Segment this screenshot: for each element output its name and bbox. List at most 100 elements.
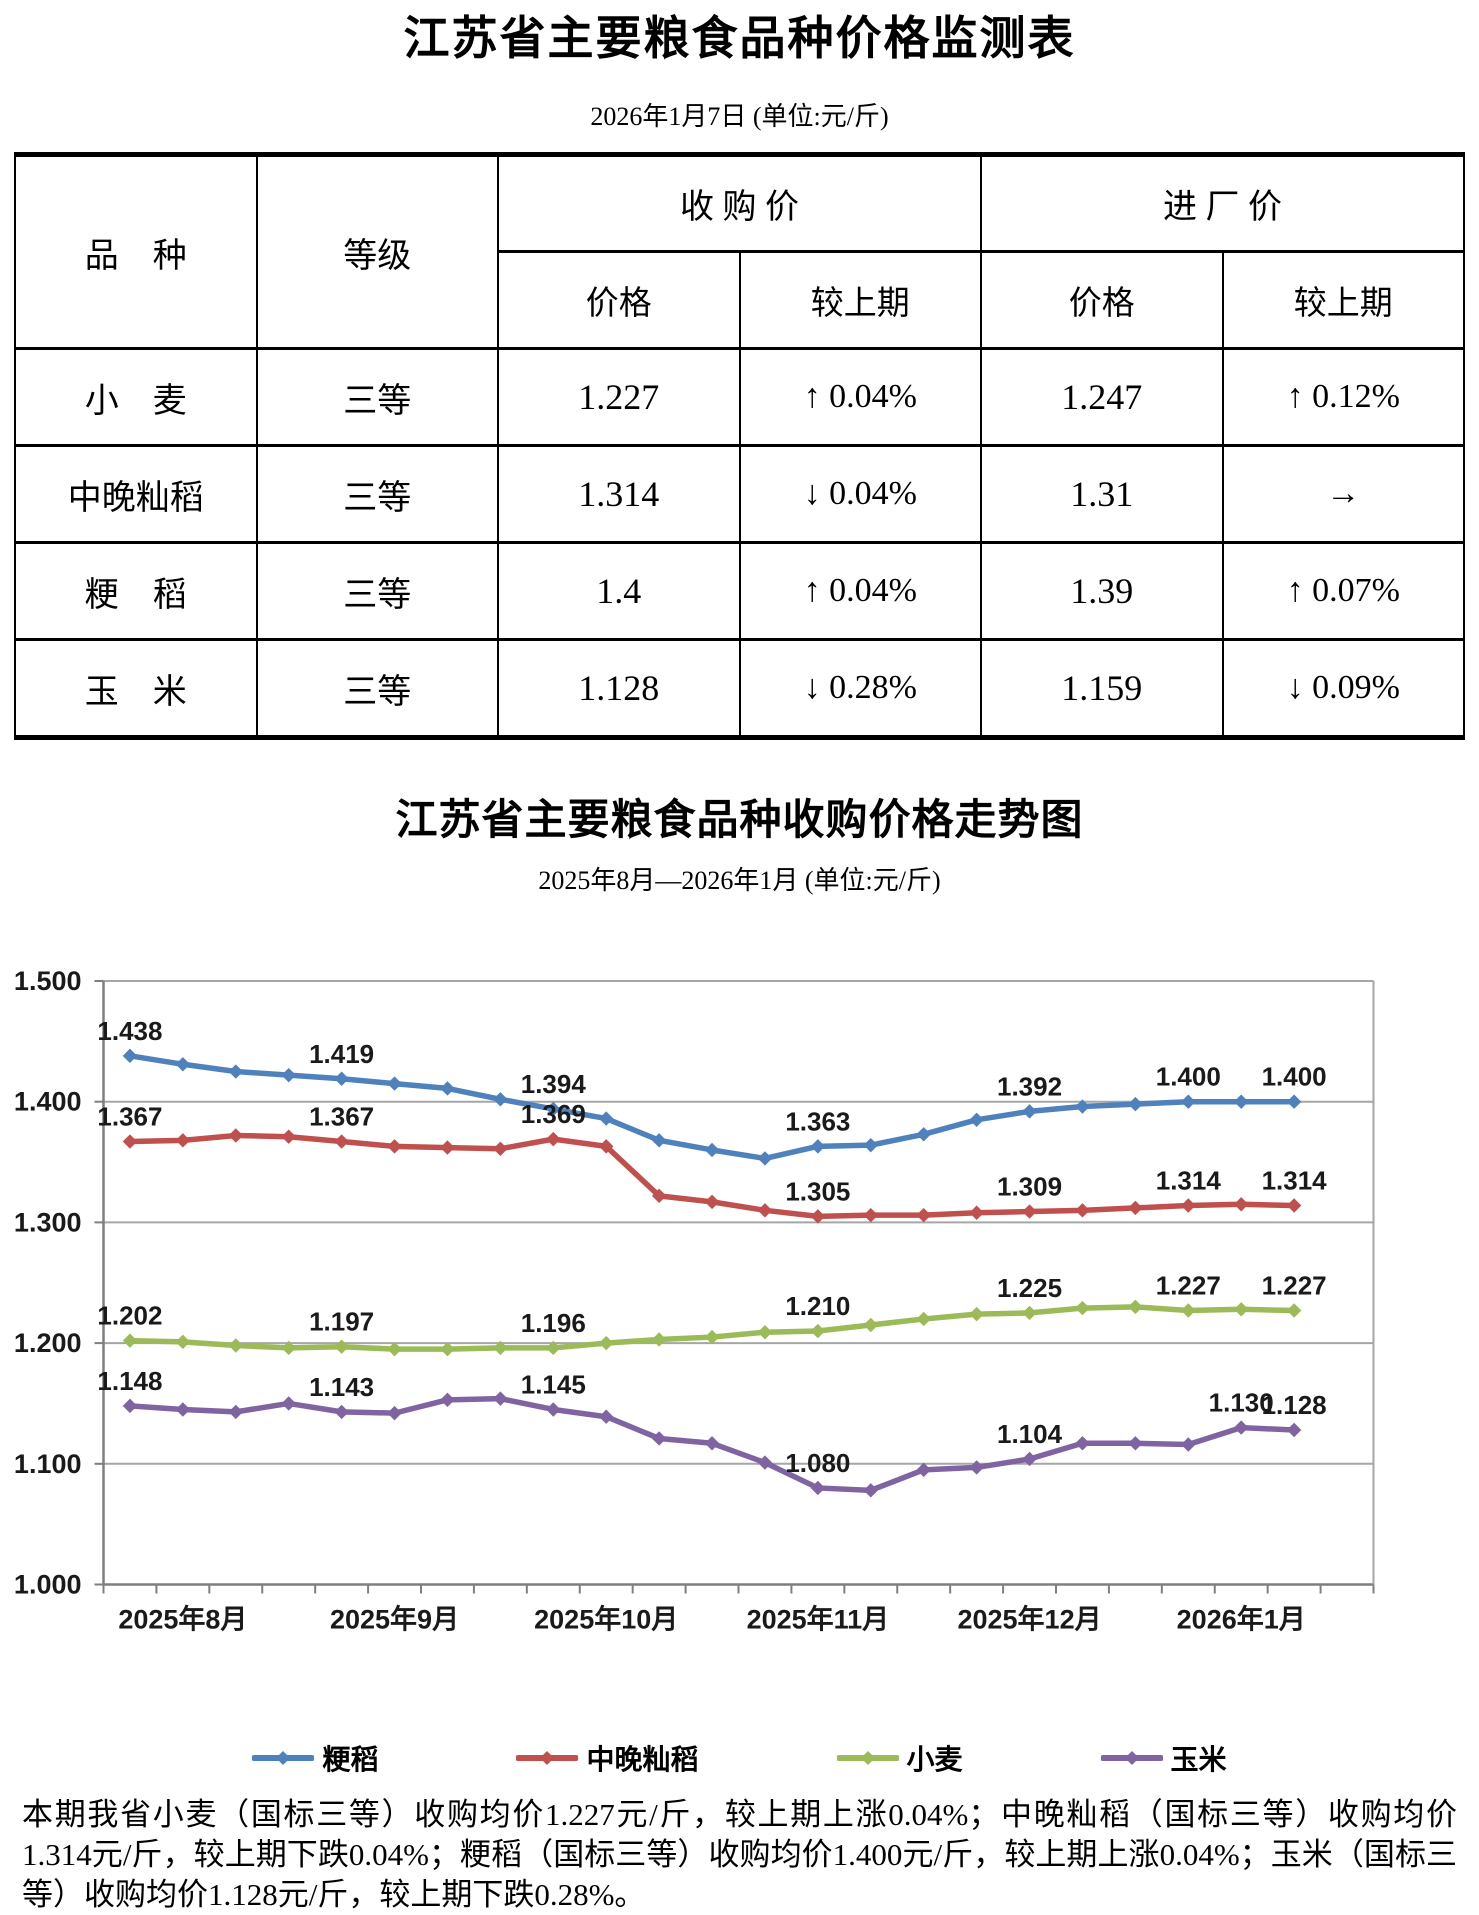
cell-grade: 三等 bbox=[257, 640, 499, 738]
data-point-marker bbox=[123, 1135, 136, 1148]
data-point-marker bbox=[123, 1334, 136, 1347]
data-point-label: 1.369 bbox=[521, 1099, 586, 1129]
cell-factory-price: 1.159 bbox=[981, 640, 1223, 738]
data-point-marker bbox=[282, 1397, 295, 1410]
legend-item-jingdao: 粳稻 bbox=[252, 1738, 378, 1778]
data-point-marker bbox=[335, 1072, 348, 1085]
col-header-purchase-price: 价格 bbox=[498, 252, 740, 349]
data-point-marker bbox=[123, 1049, 136, 1062]
data-point-marker bbox=[1235, 1095, 1248, 1108]
data-point-label: 1.197 bbox=[309, 1307, 374, 1337]
chart-subtitle: 2025年8月—2026年1月 (单位:元/斤) bbox=[0, 866, 1479, 896]
cell-grade: 三等 bbox=[257, 349, 499, 446]
legend-marker-jingdao bbox=[252, 1748, 314, 1768]
data-point-marker bbox=[1129, 1201, 1142, 1214]
cell-purchase-change: ↑ 0.04% bbox=[740, 349, 982, 446]
data-point-marker bbox=[441, 1393, 454, 1406]
cell-factory-change: ↑ 0.07% bbox=[1223, 543, 1465, 640]
data-point-label: 1.367 bbox=[309, 1102, 374, 1132]
data-point-marker bbox=[388, 1343, 401, 1356]
cell-variety: 小 麦 bbox=[15, 349, 257, 446]
cell-variety: 玉 米 bbox=[15, 640, 257, 738]
data-point-label: 1.314 bbox=[1262, 1166, 1328, 1196]
table-row: 玉 米三等1.128↓ 0.28%1.159↓ 0.09% bbox=[15, 640, 1464, 738]
data-point-marker bbox=[600, 1337, 613, 1350]
data-point-marker bbox=[547, 1133, 560, 1146]
table-title: 江苏省主要粮食品种价格监测表 bbox=[0, 0, 1479, 64]
data-point-marker bbox=[282, 1130, 295, 1143]
data-point-label: 1.143 bbox=[309, 1372, 374, 1402]
data-point-marker bbox=[1182, 1438, 1195, 1451]
data-point-label: 1.305 bbox=[785, 1176, 850, 1206]
cell-purchase-price: 1.128 bbox=[498, 640, 740, 738]
data-point-label: 1.148 bbox=[97, 1366, 162, 1396]
data-point-label: 1.196 bbox=[521, 1308, 586, 1338]
col-group-factory-price: 进 厂 价 bbox=[981, 155, 1464, 252]
data-point-marker bbox=[229, 1405, 242, 1418]
data-point-marker bbox=[229, 1339, 242, 1352]
cell-factory-price: 1.247 bbox=[981, 349, 1223, 446]
x-month-label: 2025年12月 bbox=[957, 1604, 1101, 1635]
data-point-marker bbox=[494, 1142, 507, 1155]
legend-label-xiaomai: 小麦 bbox=[907, 1738, 963, 1778]
data-point-marker bbox=[176, 1403, 189, 1416]
data-point-marker bbox=[1076, 1204, 1089, 1217]
y-tick-label: 1.400 bbox=[14, 1087, 82, 1117]
series-zhongwanxiandao: 1.3671.3671.3691.3051.3091.3141.314 bbox=[97, 1099, 1327, 1223]
table-row: 中晚籼稻三等1.314↓ 0.04%1.31→ bbox=[15, 446, 1464, 543]
y-tick-label: 1.200 bbox=[14, 1328, 82, 1358]
cell-purchase-change: ↓ 0.28% bbox=[740, 640, 982, 738]
cell-purchase-price: 1.4 bbox=[498, 543, 740, 640]
data-point-marker bbox=[1182, 1199, 1195, 1212]
y-tick-label: 1.500 bbox=[14, 966, 82, 996]
data-point-marker bbox=[176, 1134, 189, 1147]
cell-purchase-change: ↑ 0.04% bbox=[740, 543, 982, 640]
price-trend-chart-area: 1.5001.4001.3001.2001.1001.0002025年8月202… bbox=[0, 934, 1479, 1679]
data-point-label: 1.367 bbox=[97, 1102, 162, 1132]
data-point-marker bbox=[1129, 1098, 1142, 1111]
col-header-grade: 等级 bbox=[257, 155, 499, 349]
data-point-marker bbox=[917, 1128, 930, 1141]
table-row: 小 麦三等1.227↑ 0.04%1.247↑ 0.12% bbox=[15, 349, 1464, 446]
data-point-label: 1.392 bbox=[997, 1071, 1062, 1101]
cell-factory-price: 1.39 bbox=[981, 543, 1223, 640]
data-point-marker bbox=[176, 1335, 189, 1348]
data-point-marker bbox=[1235, 1421, 1248, 1434]
data-point-marker bbox=[1023, 1205, 1036, 1218]
data-point-marker bbox=[1182, 1304, 1195, 1317]
data-point-marker bbox=[811, 1325, 824, 1338]
data-point-marker bbox=[917, 1312, 930, 1325]
x-month-label: 2025年8月 bbox=[118, 1604, 247, 1635]
data-point-marker bbox=[1235, 1303, 1248, 1316]
table-date-unit: 2026年1月7日 (单位:元/斤) bbox=[0, 102, 1479, 132]
data-point-marker bbox=[811, 1210, 824, 1223]
y-tick-label: 1.300 bbox=[14, 1207, 82, 1237]
summary-paragraph: 本期我省小麦（国标三等）收购均价1.227元/斤，较上期上涨0.04%；中晚籼稻… bbox=[22, 1795, 1457, 1915]
chart-legend: 粳稻 中晚籼稻 小麦 玉米 bbox=[0, 1735, 1479, 1781]
price-table-body: 小 麦三等1.227↑ 0.04%1.247↑ 0.12%中晚籼稻三等1.314… bbox=[15, 349, 1464, 738]
data-point-marker bbox=[917, 1209, 930, 1222]
data-point-marker bbox=[229, 1129, 242, 1142]
legend-item-zhongwanxiandao: 中晚籼稻 bbox=[516, 1738, 698, 1778]
col-group-purchase-price: 收 购 价 bbox=[498, 155, 981, 252]
data-point-marker bbox=[1288, 1095, 1301, 1108]
data-point-marker bbox=[1288, 1424, 1301, 1437]
report-page: 江苏省主要粮食品种价格监测表 2026年1月7日 (单位:元/斤) 品 种 等级… bbox=[0, 0, 1479, 1915]
x-month-label: 2026年1月 bbox=[1177, 1604, 1306, 1635]
price-trend-chart: 1.5001.4001.3001.2001.1001.0002025年8月202… bbox=[0, 934, 1479, 1674]
data-point-marker bbox=[706, 1195, 719, 1208]
cell-factory-change: ↓ 0.09% bbox=[1223, 640, 1465, 738]
data-point-marker bbox=[864, 1318, 877, 1331]
data-point-marker bbox=[388, 1140, 401, 1153]
cell-variety: 粳 稻 bbox=[15, 543, 257, 640]
legend-item-yumi: 玉米 bbox=[1101, 1738, 1227, 1778]
data-point-marker bbox=[1288, 1199, 1301, 1212]
legend-marker-yumi bbox=[1101, 1748, 1163, 1768]
data-point-label: 1.363 bbox=[785, 1106, 850, 1136]
cell-variety: 中晚籼稻 bbox=[15, 446, 257, 543]
legend-marker-zhongwanxiandao bbox=[516, 1748, 578, 1768]
y-tick-label: 1.100 bbox=[14, 1449, 82, 1479]
data-point-label: 1.309 bbox=[997, 1172, 1062, 1202]
legend-marker-xiaomai bbox=[837, 1748, 899, 1768]
legend-label-jingdao: 粳稻 bbox=[322, 1738, 378, 1778]
